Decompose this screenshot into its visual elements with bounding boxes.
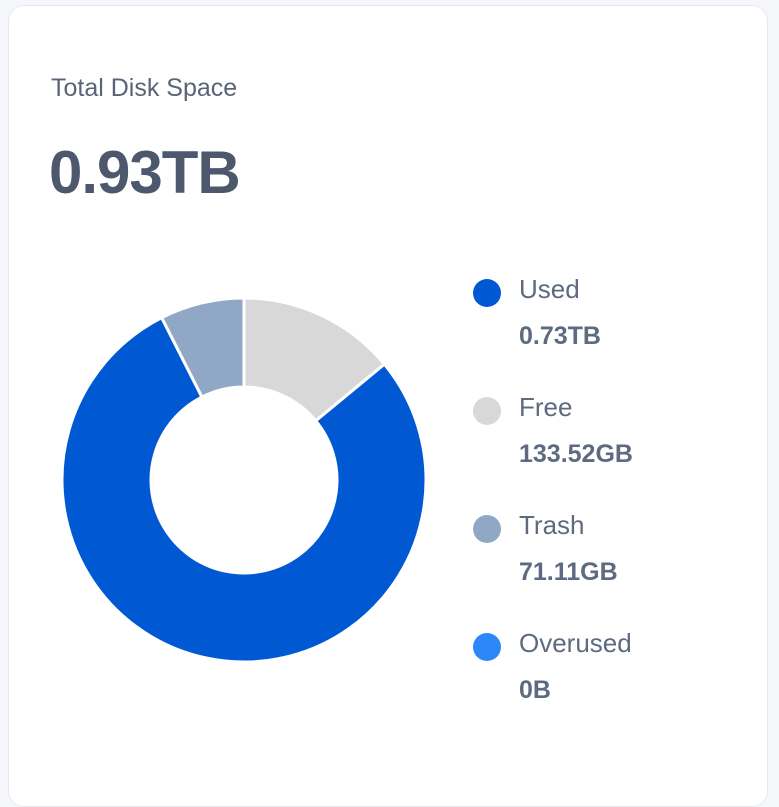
donut-chart [60, 296, 428, 664]
legend-value: 0B [519, 676, 551, 704]
legend-label: Used [519, 274, 580, 304]
total-disk-space-value: 0.93TB [49, 139, 241, 206]
legend-label: Free [519, 392, 573, 422]
legend-label: Overused [519, 628, 632, 658]
legend-value: 0.73TB [519, 322, 601, 350]
legend-label: Trash [519, 510, 585, 540]
legend-swatch [473, 397, 501, 425]
card-title: Total Disk Space [51, 74, 238, 102]
legend-swatch [473, 515, 501, 543]
legend-value: 71.11GB [519, 558, 618, 586]
legend-swatch [473, 633, 501, 661]
slice-used [60, 315, 428, 664]
legend-swatch [473, 279, 501, 307]
slice-trash [159, 296, 246, 400]
legend-value: 133.52GB [519, 440, 633, 468]
